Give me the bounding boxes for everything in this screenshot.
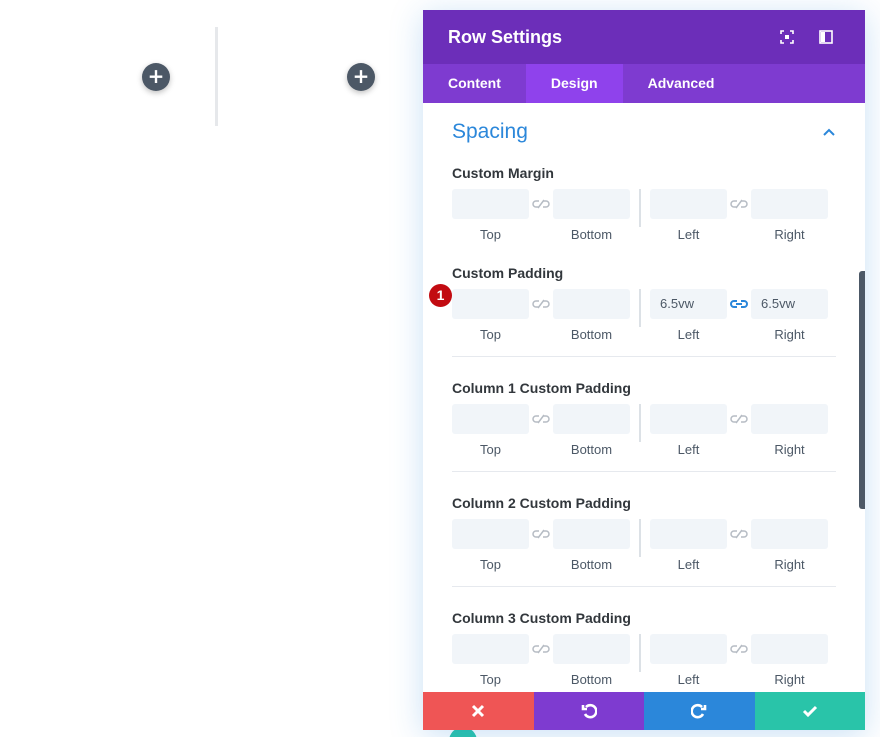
- row-settings-modal: Row Settings Content Design Advanced Spa…: [423, 10, 865, 730]
- sub-label-right: Right: [774, 672, 805, 687]
- sub-label-top: Top: [480, 327, 501, 342]
- sub-label-right: Right: [774, 227, 805, 242]
- modal-footer: [423, 692, 865, 730]
- tab-design[interactable]: Design: [525, 64, 623, 103]
- sub-label-left: Left: [677, 227, 700, 242]
- custom-margin-field: Custom Margin Top Bottom: [423, 161, 865, 259]
- sub-label-bottom: Bottom: [570, 672, 613, 687]
- sub-label-left: Left: [677, 672, 700, 687]
- field-label: Column 3 Custom Padding: [452, 610, 631, 626]
- add-module-button[interactable]: +: [142, 63, 170, 91]
- col2-left-input[interactable]: [650, 519, 727, 549]
- col1-right-input[interactable]: [751, 404, 828, 434]
- scrollbar[interactable]: [859, 271, 865, 509]
- chevron-up-icon[interactable]: [822, 125, 836, 139]
- col3-bottom-input[interactable]: [553, 634, 630, 664]
- check-icon: [802, 705, 817, 718]
- link-icon[interactable]: [529, 289, 553, 319]
- padding-right-input[interactable]: 6.5vw: [751, 289, 828, 319]
- sub-label-top: Top: [480, 227, 501, 242]
- col1-top-input[interactable]: [452, 404, 529, 434]
- add-row-button[interactable]: [449, 727, 477, 737]
- sub-label-left: Left: [677, 327, 700, 342]
- tab-advanced[interactable]: Advanced: [647, 75, 715, 91]
- margin-right-input[interactable]: [751, 189, 828, 219]
- sub-label-top: Top: [480, 557, 501, 572]
- redo-button[interactable]: [644, 692, 755, 730]
- sub-label-right: Right: [774, 557, 805, 572]
- sub-label-top: Top: [480, 442, 501, 457]
- linked-icon[interactable]: [727, 289, 751, 319]
- divider: [452, 471, 836, 472]
- col2-right-input[interactable]: [751, 519, 828, 549]
- spacing-section-toggle[interactable]: Spacing: [423, 103, 865, 161]
- fullscreen-icon[interactable]: [773, 23, 801, 51]
- col2-bottom-input[interactable]: [553, 519, 630, 549]
- discard-button[interactable]: [423, 692, 534, 730]
- field-label: Column 2 Custom Padding: [452, 495, 631, 511]
- margin-bottom-input[interactable]: [553, 189, 630, 219]
- padding-top-input[interactable]: [452, 289, 529, 319]
- step-badge: 1: [429, 284, 452, 307]
- padding-left-input[interactable]: 6.5vw: [650, 289, 727, 319]
- field-label: Custom Padding: [452, 265, 564, 281]
- divider: [452, 356, 836, 357]
- column-divider: [215, 27, 218, 126]
- margin-top-input[interactable]: [452, 189, 529, 219]
- tab-content[interactable]: Content: [448, 75, 501, 91]
- column-1-padding-field: Column 1 Custom Padding Top Bottom: [423, 376, 865, 474]
- col3-right-input[interactable]: [751, 634, 828, 664]
- separator: [639, 634, 641, 672]
- link-icon[interactable]: [727, 634, 751, 664]
- sub-label-bottom: Bottom: [570, 227, 613, 242]
- separator: [639, 289, 641, 327]
- sub-label-left: Left: [677, 442, 700, 457]
- link-icon[interactable]: [727, 519, 751, 549]
- redo-icon: [691, 703, 707, 719]
- separator: [639, 404, 641, 442]
- link-icon[interactable]: [727, 189, 751, 219]
- separator: [639, 519, 641, 557]
- close-icon: [472, 704, 485, 718]
- field-label: Custom Margin: [452, 165, 554, 181]
- save-button[interactable]: [754, 692, 865, 730]
- col1-bottom-input[interactable]: [553, 404, 630, 434]
- link-icon[interactable]: [529, 634, 553, 664]
- settings-tabs: Content Design Advanced: [423, 64, 865, 103]
- sub-label-bottom: Bottom: [570, 442, 613, 457]
- modal-title: Row Settings: [448, 26, 563, 47]
- field-label: Column 1 Custom Padding: [452, 380, 631, 396]
- sub-label-right: Right: [774, 327, 805, 342]
- column-2-padding-field: Column 2 Custom Padding Top Bottom: [423, 491, 865, 589]
- link-icon[interactable]: [529, 189, 553, 219]
- sub-label-bottom: Bottom: [570, 327, 613, 342]
- link-icon[interactable]: [529, 519, 553, 549]
- sub-label-right: Right: [774, 442, 805, 457]
- col1-left-input[interactable]: [650, 404, 727, 434]
- undo-button[interactable]: [533, 692, 644, 730]
- undo-icon: [581, 703, 597, 719]
- divider: [452, 586, 836, 587]
- custom-padding-field: Custom Padding Top Bottom: [423, 261, 865, 359]
- col2-top-input[interactable]: [452, 519, 529, 549]
- settings-body: Spacing Custom Margin Top: [423, 103, 865, 692]
- column-3-padding-field: Column 3 Custom Padding Top Bottom: [423, 606, 865, 692]
- margin-left-input[interactable]: [650, 189, 727, 219]
- separator: [639, 189, 641, 227]
- link-icon[interactable]: [529, 404, 553, 434]
- sub-label-bottom: Bottom: [570, 557, 613, 572]
- sub-label-top: Top: [480, 672, 501, 687]
- padding-bottom-input[interactable]: [553, 289, 630, 319]
- col3-top-input[interactable]: [452, 634, 529, 664]
- split-view-icon[interactable]: [812, 23, 840, 51]
- section-title: Spacing: [452, 120, 528, 143]
- sub-label-left: Left: [677, 557, 700, 572]
- col3-left-input[interactable]: [650, 634, 727, 664]
- modal-header: Row Settings: [423, 10, 865, 64]
- add-module-button[interactable]: +: [347, 63, 375, 91]
- link-icon[interactable]: [727, 404, 751, 434]
